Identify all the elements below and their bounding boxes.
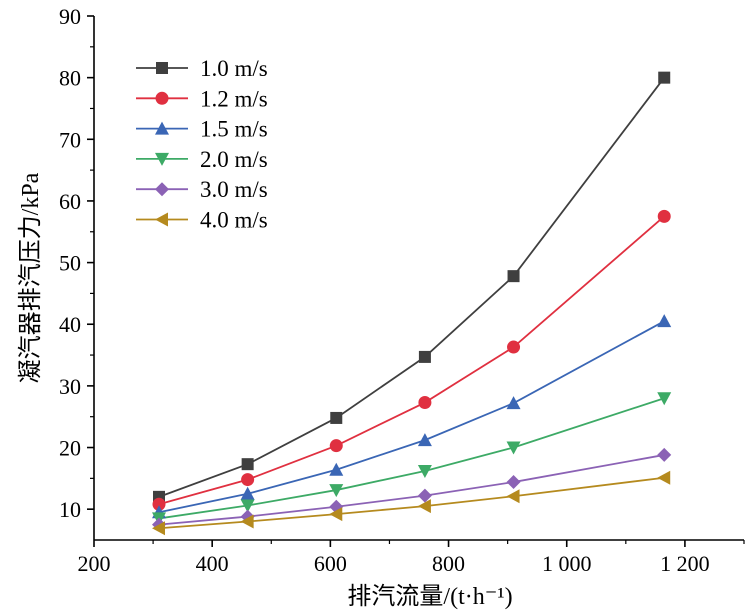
data-point bbox=[417, 464, 432, 478]
legend-label: 2.0 m/s bbox=[200, 147, 268, 172]
data-point bbox=[417, 433, 432, 447]
data-point bbox=[417, 499, 431, 514]
x-tick-label: 600 bbox=[314, 551, 347, 576]
data-point bbox=[240, 514, 254, 529]
legend-marker bbox=[156, 62, 168, 74]
data-point bbox=[507, 340, 521, 354]
data-point bbox=[329, 462, 344, 476]
data-point bbox=[657, 447, 672, 462]
x-tick-label: 200 bbox=[78, 551, 111, 576]
data-point bbox=[506, 396, 521, 410]
y-tick-label: 70 bbox=[59, 127, 81, 152]
data-point bbox=[329, 439, 343, 453]
legend-label: 4.0 m/s bbox=[200, 208, 268, 233]
x-tick-label: 400 bbox=[196, 551, 229, 576]
y-tick-label: 90 bbox=[59, 4, 81, 29]
series-line-6 bbox=[158, 476, 665, 530]
series-line-5 bbox=[158, 454, 665, 526]
data-point bbox=[152, 521, 165, 536]
series-markers bbox=[152, 71, 672, 536]
series-line-4 bbox=[158, 397, 665, 520]
y-tick-label: 30 bbox=[59, 374, 81, 399]
data-point bbox=[240, 486, 255, 500]
y-tick-label: 80 bbox=[59, 66, 81, 91]
legend-label: 1.5 m/s bbox=[200, 117, 268, 142]
data-point bbox=[152, 497, 166, 511]
data-point bbox=[506, 489, 520, 504]
x-tick-label: 1 000 bbox=[542, 551, 592, 576]
y-axis-title: 凝汽器排汽压力/kPa bbox=[17, 172, 44, 383]
legend-label: 1.0 m/s bbox=[200, 56, 268, 81]
series-line-2 bbox=[158, 215, 665, 506]
legend-label: 3.0 m/s bbox=[200, 177, 268, 202]
data-point bbox=[241, 458, 254, 471]
data-point bbox=[329, 484, 344, 498]
legend: 1.0 m/s 1.2 m/s 1.5 m/s 2.0 m/s 3.0 m/s 4.0 m… bbox=[136, 56, 268, 233]
data-point bbox=[329, 507, 343, 522]
data-point bbox=[507, 270, 520, 283]
data-point bbox=[506, 475, 521, 490]
data-point bbox=[657, 209, 671, 223]
series-lines bbox=[158, 77, 665, 530]
data-point bbox=[657, 392, 672, 406]
data-point bbox=[418, 396, 432, 410]
data-point bbox=[658, 71, 671, 84]
legend-label: 1.2 m/s bbox=[200, 86, 268, 111]
x-tick-label: 800 bbox=[432, 551, 465, 576]
y-tick-label: 60 bbox=[59, 189, 81, 214]
data-point bbox=[657, 314, 672, 328]
data-point bbox=[330, 411, 343, 424]
legend-marker bbox=[155, 121, 169, 135]
axes: 200 400 600 800 1 000 1 200 10 20 30 40 50 60 70 80 90 bbox=[59, 4, 745, 576]
data-point bbox=[418, 350, 431, 363]
legend-marker bbox=[155, 182, 169, 197]
x-tick-label: 1 200 bbox=[660, 551, 710, 576]
data-point bbox=[241, 473, 255, 487]
legend-marker bbox=[155, 91, 169, 105]
data-point bbox=[240, 499, 255, 513]
series-line-1 bbox=[158, 77, 665, 498]
y-tick-label: 40 bbox=[59, 312, 81, 337]
data-point bbox=[417, 488, 432, 503]
series-line-3 bbox=[158, 320, 665, 514]
y-tick-label: 10 bbox=[59, 497, 81, 522]
y-tick-label: 50 bbox=[59, 251, 81, 276]
x-axis-title: 排汽流量/(t·h⁻¹) bbox=[347, 583, 512, 610]
y-tick-label: 20 bbox=[59, 436, 81, 461]
data-point bbox=[657, 470, 671, 485]
legend-marker bbox=[155, 212, 168, 227]
data-point bbox=[506, 441, 521, 455]
legend-marker bbox=[155, 152, 169, 166]
